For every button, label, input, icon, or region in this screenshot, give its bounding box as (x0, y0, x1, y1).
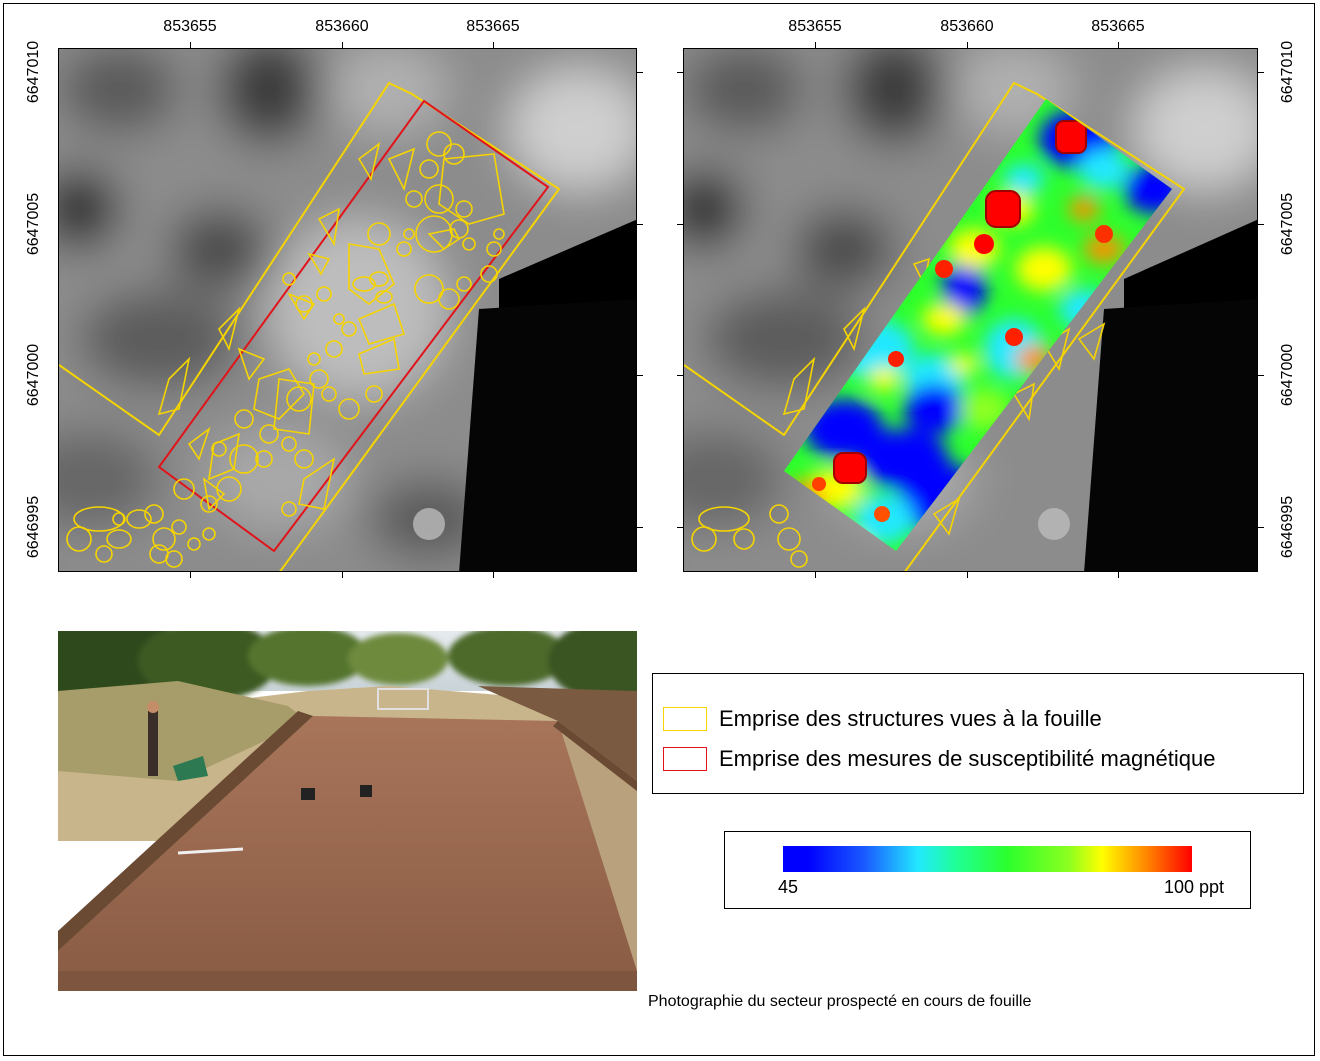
structures-outline (59, 81, 561, 571)
map-right-y-tick-3: 6647000 (1279, 343, 1296, 407)
tick-mark (190, 572, 191, 578)
legend: Emprise des structures vues à la fouille… (652, 673, 1304, 794)
tick-mark (1258, 527, 1264, 528)
tick-mark (493, 572, 494, 578)
legend-item-structures: Emprise des structures vues à la fouille (663, 704, 1102, 734)
tick-mark (1258, 375, 1264, 376)
figure-frame (3, 3, 1315, 1056)
map-left-x-tick-3: 853665 (466, 18, 520, 35)
legend-item-survey: Emprise des mesures de susceptibilité ma… (663, 744, 1215, 774)
tick-mark (1258, 224, 1264, 225)
tick-mark (677, 375, 683, 376)
map-left-canvas (59, 49, 636, 571)
tick-mark (1118, 42, 1119, 48)
color-scale-min-label: 45 (778, 877, 799, 897)
legend-swatch-structures (663, 707, 707, 731)
tick-mark (637, 224, 643, 225)
legend-label-survey: Emprise des mesures de susceptibilité ma… (719, 746, 1216, 771)
tick-mark (967, 42, 968, 48)
tick-mark (190, 42, 191, 48)
map-left-y-tick-4: 6646995 (25, 495, 42, 559)
map-left-x-tick-2: 853660 (315, 18, 369, 35)
tick-mark (637, 527, 643, 528)
excavation-photo-image (58, 631, 637, 991)
map-left-y-tick-3: 6647000 (25, 343, 42, 407)
map-left-x-tick-1: 853655 (163, 18, 217, 35)
tick-mark (677, 527, 683, 528)
tick-mark (342, 42, 343, 48)
map-right-canvas (684, 49, 1257, 571)
map-right-x-tick-3: 853665 (1091, 18, 1145, 35)
excavated-features (66, 131, 505, 568)
tick-mark (815, 572, 816, 578)
tick-mark (1258, 72, 1264, 73)
map-right-x-tick-1: 853655 (788, 18, 842, 35)
legend-swatch-survey (663, 747, 707, 771)
excavation-photo (58, 631, 637, 991)
map-magnetic-susceptibility (683, 48, 1258, 572)
map-right-y-tick-4: 6646995 (1279, 495, 1296, 559)
photo-caption: Photographie du secteur prospecté en cou… (648, 993, 1032, 1010)
map-right-y-tick-1: 6647010 (1279, 40, 1296, 104)
tick-mark (677, 224, 683, 225)
tick-mark (1118, 572, 1119, 578)
color-scale-max-label: 100 ppt (1163, 877, 1224, 897)
tick-mark (815, 42, 816, 48)
tick-mark (967, 572, 968, 578)
map-left-y-tick-2: 6647005 (25, 192, 42, 256)
tick-mark (637, 72, 643, 73)
map-excavation-structures (58, 48, 637, 572)
survey-outline (157, 99, 550, 553)
map-left-y-tick-1: 6647010 (25, 40, 42, 104)
color-scale-bar (783, 846, 1192, 872)
map-right-x-tick-2: 853660 (940, 18, 994, 35)
tick-mark (342, 572, 343, 578)
tick-mark (493, 42, 494, 48)
color-scale: 45 100 ppt (724, 831, 1251, 909)
structures-outline (684, 81, 1186, 571)
tick-mark (677, 72, 683, 73)
excavated-features (691, 257, 1106, 568)
legend-label-structures: Emprise des structures vues à la fouille (719, 706, 1102, 731)
map-right-y-tick-2: 6647005 (1279, 192, 1296, 256)
tick-mark (637, 375, 643, 376)
